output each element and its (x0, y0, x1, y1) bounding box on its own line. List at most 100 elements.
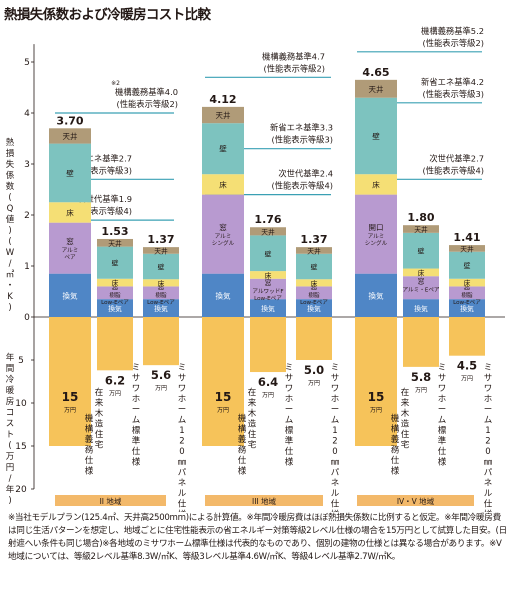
standard-grade: (性能表示等級3) (422, 89, 484, 99)
segment-sublabel: Low-Eペア (453, 299, 481, 306)
segment-mado (449, 286, 485, 300)
spec-label: 在 (401, 387, 410, 398)
cost-axis-tick-label: 5 (18, 356, 24, 366)
spec-label: 2 (485, 437, 490, 447)
segment-sublabel: Low-Eペア (300, 299, 328, 306)
q-axis-tick-label: 3 (24, 160, 30, 170)
segment-sublabel: シングル (365, 239, 388, 247)
standard-note: ※2 (111, 80, 120, 87)
spec-label: 住 (95, 429, 104, 440)
spec-label: 義 (238, 434, 247, 445)
segment-label: 壁 (219, 144, 227, 154)
segment-label: 壁 (112, 259, 119, 268)
segment-yuka (296, 279, 332, 287)
segment-label: 天井 (307, 246, 321, 255)
segment-label: 換気 (369, 290, 384, 300)
spec-label: 0 (332, 447, 337, 457)
q-axis-label: Q (7, 204, 14, 214)
spec-label: 様 (85, 466, 94, 477)
spec-label: ム (178, 416, 187, 426)
segment-kabe (97, 246, 133, 279)
segment-sublabel: 樹脂 (155, 291, 167, 299)
cost-unit-label: 万円 (308, 380, 320, 387)
spec-label: 造 (95, 419, 104, 430)
spec-label: ホ (178, 395, 187, 405)
cost-value-label: 6.2 (105, 373, 125, 387)
segment-sublabel: アルワッドF (252, 288, 283, 295)
spec-label: 在 (95, 387, 104, 398)
spec-label: ネ (178, 479, 187, 489)
spec-label: 住 (248, 429, 257, 440)
cost-bar (250, 317, 286, 373)
q-axis-label: 値 (6, 214, 15, 225)
cost-unit-label: 万円 (155, 385, 167, 392)
standard-label: 新省エネ基準4.2 (421, 77, 484, 87)
segment-yuka (202, 174, 244, 195)
spec-label: 宅 (248, 440, 257, 451)
spec-label: ミ (331, 363, 340, 373)
cost-unit-label: 万円 (217, 407, 229, 414)
segment-mado (355, 194, 397, 274)
cost-value-label: 15 (215, 390, 232, 404)
segment-label: 壁 (464, 261, 471, 270)
segment-label: 換気 (460, 304, 474, 313)
segment-label: 天井 (261, 227, 275, 236)
cost-value-label: 4.5 (457, 359, 477, 373)
q-axis-label: ) (8, 226, 11, 236)
spec-label: ル (178, 489, 187, 499)
bar-total-label: 1.76 (254, 213, 281, 226)
q-axis-label: ) (8, 303, 11, 313)
q-axis-tick-label: 2 (24, 211, 30, 221)
footnote: ※当社モデルプラン(125.4㎡、天井高2500mm)による計算値。※年間冷暖房… (8, 513, 507, 562)
cost-unit-label: 万円 (64, 407, 76, 414)
segment-kanki (355, 273, 397, 317)
segment-tenjo (250, 227, 286, 236)
spec-label: サ (285, 374, 294, 384)
segment-label: 壁 (265, 249, 272, 258)
standard-grade: (性能表示等級2) (422, 38, 484, 48)
spec-label: 2 (179, 437, 184, 447)
spec-label: 準 (132, 436, 141, 447)
segment-kabe (296, 253, 332, 280)
spec-label: 様 (178, 509, 187, 512)
spec-label: 在 (248, 387, 257, 398)
spec-label: 務 (238, 445, 247, 456)
segment-sublabel: シングル (212, 239, 235, 247)
spec-label: 1 (332, 426, 337, 436)
segment-sublabel: アルミ (368, 233, 385, 240)
segment-tenjo (202, 106, 244, 124)
spec-label: 1 (179, 426, 184, 436)
standard-label: 機構義務基準4.7 (262, 51, 325, 61)
q-axis-label: 数 (6, 181, 15, 192)
bar-total-label: 1.37 (147, 233, 174, 246)
spec-label: ミ (438, 363, 447, 373)
spec-label: 仕 (238, 455, 247, 466)
segment-label: 壁 (418, 247, 425, 256)
spec-label: ー (285, 405, 294, 415)
segment-sublabel: ペア (64, 254, 76, 261)
spec-label: ネ (484, 479, 493, 489)
spec-label: 仕 (438, 446, 447, 457)
spec-label: ー (331, 405, 340, 415)
segment-mado (202, 194, 244, 274)
segment-sublabel: Low-Eペア (254, 295, 282, 302)
segment-label: 窓 (265, 278, 272, 287)
spec-label: 務 (391, 445, 400, 456)
segment-sublabel: 樹脂 (308, 291, 320, 299)
segment-label: 天井 (216, 110, 231, 120)
segment-kanki (403, 299, 439, 317)
q-axis-label: K (7, 292, 13, 302)
spec-label: ル (331, 489, 340, 499)
cost-axis-label: ト (6, 430, 15, 440)
segment-mado (250, 278, 286, 300)
spec-label: 仕 (391, 455, 400, 466)
spec-label: ミ (285, 363, 294, 373)
spec-label: 宅 (401, 440, 410, 451)
spec-label: 0 (179, 447, 184, 457)
q-axis-tick-label: 5 (24, 58, 30, 68)
standard-grade: (性能表示等級4) (422, 165, 484, 175)
segment-label: 床 (372, 179, 380, 189)
q-axis-label: ㎡ (6, 270, 15, 280)
cost-axis-label: / (9, 474, 12, 484)
spec-label: 1 (485, 426, 490, 436)
